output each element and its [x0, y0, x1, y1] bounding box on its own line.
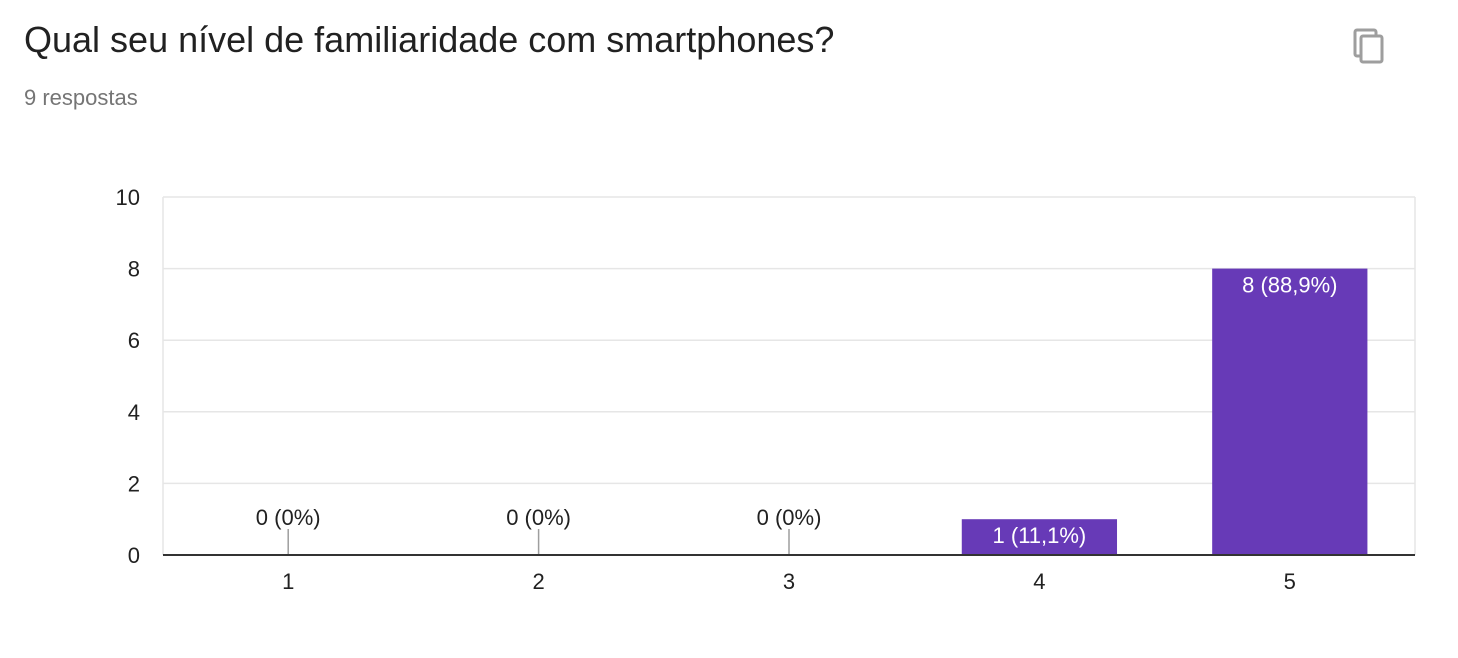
copy-icon	[1353, 28, 1384, 64]
y-tick-label: 10	[116, 185, 140, 210]
bar-data-label: 1 (11,1%)	[993, 523, 1087, 548]
x-tick-label: 2	[532, 569, 544, 594]
y-tick-label: 0	[128, 543, 140, 568]
bar-data-label: 8 (88,9%)	[1242, 273, 1337, 298]
response-count: 9 respostas	[24, 85, 138, 110]
x-tick-label: 5	[1284, 569, 1296, 594]
x-tick-label: 3	[783, 569, 795, 594]
y-tick-label: 4	[128, 400, 140, 425]
bar	[1212, 268, 1368, 555]
question-title: Qual seu nível de familiaridade com smar…	[24, 19, 835, 60]
x-tick-label: 4	[1033, 569, 1045, 594]
bar-data-label: 0 (0%)	[757, 505, 822, 530]
bar	[961, 519, 1118, 555]
bar-data-label: 0 (0%)	[256, 505, 321, 530]
y-tick-label: 8	[128, 257, 140, 282]
y-tick-label: 6	[128, 328, 140, 353]
bar-data-label: 0 (0%)	[506, 505, 571, 530]
copy-button[interactable]	[1344, 22, 1392, 70]
y-tick-label: 2	[128, 471, 140, 496]
x-tick-label: 1	[282, 569, 294, 594]
